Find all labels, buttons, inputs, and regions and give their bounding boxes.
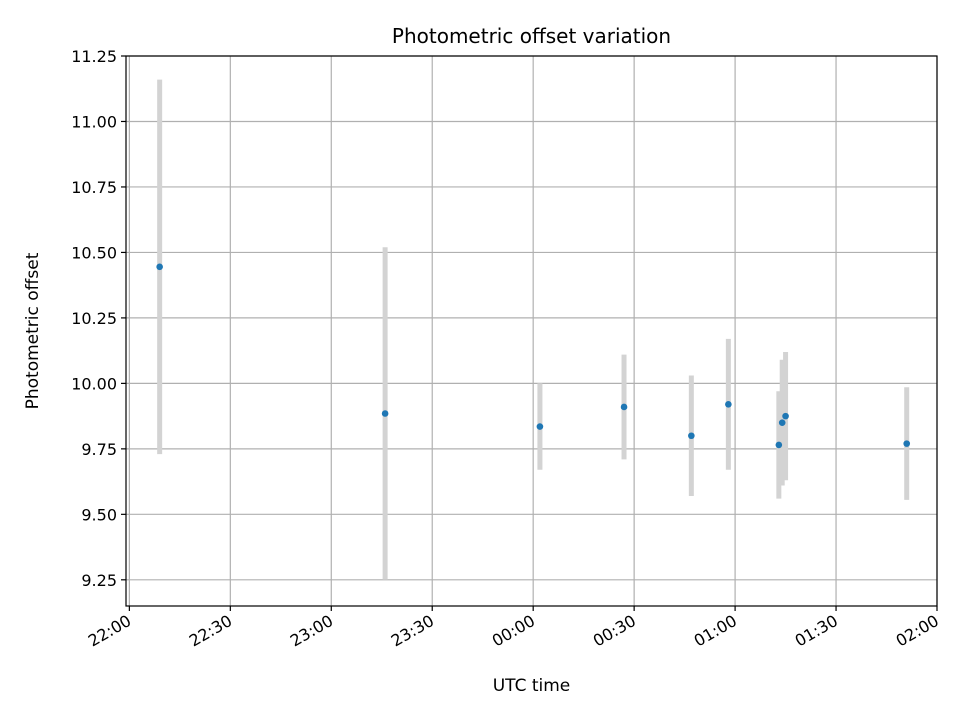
data-point — [156, 263, 163, 271]
y-tick-label: 10.75 — [71, 178, 117, 197]
y-tick-label: 9.50 — [81, 505, 117, 524]
data-point — [778, 419, 786, 426]
data-point — [903, 440, 911, 447]
y-tick-label: 10.00 — [71, 374, 117, 393]
y-tick-label: 10.25 — [71, 309, 117, 328]
chart-title: Photometric offset variation — [392, 24, 671, 48]
data-point — [536, 423, 544, 430]
data-point — [688, 432, 695, 440]
plot-frame — [125, 55, 938, 607]
data-point — [782, 412, 789, 420]
y-tick-label: 11.25 — [71, 47, 117, 66]
y-tick-label: 11.00 — [71, 112, 117, 131]
y-axis-ticks: 9.25 9.50 9.75 10.00 10.25 10.50 10.75 11.00 11.… — [71, 47, 126, 590]
y-tick-label: 10.50 — [71, 243, 117, 262]
data-point — [381, 410, 389, 417]
data-points — [156, 263, 911, 449]
data-point — [620, 403, 628, 411]
data-point — [725, 401, 732, 408]
y-tick-label: 9.25 — [81, 571, 117, 590]
data-point — [775, 441, 783, 449]
x-axis-label: UTC time — [493, 676, 571, 696]
y-axis-label: Photometric offset — [23, 252, 43, 409]
y-tick-label: 9.75 — [81, 440, 117, 459]
